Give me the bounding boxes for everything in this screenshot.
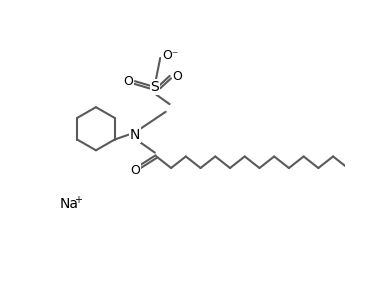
Text: O⁻: O⁻ (162, 49, 178, 62)
Text: N: N (129, 128, 140, 142)
Text: O: O (131, 164, 141, 177)
Text: Na: Na (59, 197, 79, 211)
Text: S: S (151, 80, 159, 94)
Text: O: O (172, 70, 182, 83)
Text: O: O (124, 75, 133, 88)
Text: +: + (74, 195, 82, 205)
